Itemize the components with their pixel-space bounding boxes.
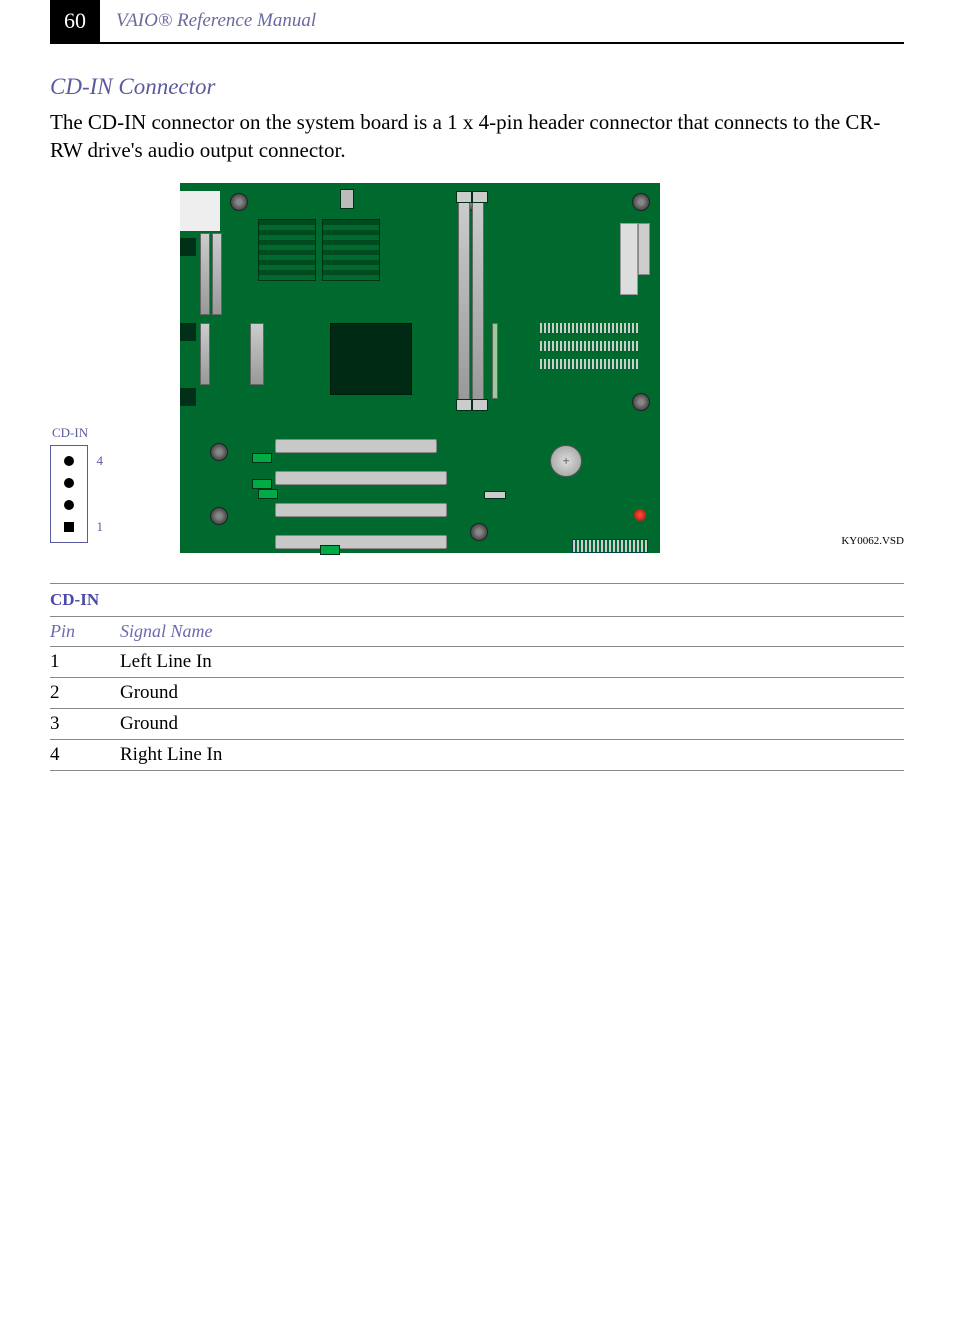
motherboard-diagram: + [180, 183, 660, 553]
dimm-latch [456, 399, 472, 411]
cell-signal: Ground [120, 677, 904, 708]
pin-num-bottom: 1 [97, 519, 104, 535]
dimm-slot [458, 199, 470, 401]
small-connector [250, 323, 264, 385]
section-heading: CD-IN Connector [50, 74, 904, 100]
pin-sq-icon [64, 522, 74, 532]
cell-signal: Left Line In [120, 646, 904, 677]
cpu-socket [330, 323, 412, 395]
cell-pin: 4 [50, 739, 120, 770]
pin-dot-icon [64, 478, 74, 488]
dimm-latch [456, 191, 472, 203]
pin-dot-icon [64, 500, 74, 510]
power-conn [620, 223, 638, 295]
table-title: CD-IN [50, 583, 904, 617]
cdin-label: CD-IN [52, 425, 88, 441]
io-slot [212, 233, 222, 315]
header-pins [540, 359, 640, 369]
pin-diagram: 4 1 [50, 445, 88, 543]
pin-dot-icon [64, 456, 74, 466]
io-port [180, 238, 196, 256]
power-conn [638, 223, 650, 275]
pci-slot [275, 471, 447, 485]
screw-icon [210, 443, 228, 461]
aux-slot [492, 323, 498, 399]
doc-title: VAIO® Reference Manual [100, 0, 332, 42]
header-pins [540, 341, 640, 351]
slot-tab [252, 479, 272, 489]
pci-slot [275, 535, 447, 549]
jumper [484, 491, 506, 499]
diagram-area: CD-IN 4 1 [50, 183, 904, 553]
io-slot [200, 233, 210, 315]
battery-icon: + [550, 445, 582, 477]
pci-slot [275, 439, 437, 453]
cell-pin: 3 [50, 708, 120, 739]
io-slot [200, 323, 210, 385]
cell-signal: Ground [120, 708, 904, 739]
front-panel-header [572, 539, 648, 553]
connector-callout: CD-IN 4 1 [50, 425, 140, 553]
cell-signal: Right Line In [120, 739, 904, 770]
led-icon [634, 509, 646, 521]
ic-chip [322, 219, 380, 281]
pin-num-top: 4 [97, 453, 104, 469]
header-pins [540, 323, 640, 333]
cell-pin: 2 [50, 677, 120, 708]
slot-tab [252, 453, 272, 463]
dimm-latch [472, 399, 488, 411]
ic-chip [258, 219, 316, 281]
col-header-pin: Pin [50, 617, 120, 647]
slot-tab [320, 545, 340, 555]
cell-pin: 1 [50, 646, 120, 677]
col-header-signal: Signal Name [120, 617, 904, 647]
io-port [180, 388, 196, 406]
table-row: 3 Ground [50, 708, 904, 739]
dimm-latch [472, 191, 488, 203]
pinout-table: CD-IN Pin Signal Name 1 Left Line In 2 G… [50, 583, 904, 771]
screw-icon [632, 193, 650, 211]
screw-icon [632, 393, 650, 411]
io-port [180, 323, 196, 341]
screw-icon [230, 193, 248, 211]
screw-icon [210, 507, 228, 525]
table-row: 2 Ground [50, 677, 904, 708]
small-chip [340, 189, 354, 209]
dimm-slot [472, 199, 484, 401]
table-row: 4 Right Line In [50, 739, 904, 770]
pci-slot [275, 503, 447, 517]
figure-code: KY0062.VSD [841, 535, 904, 553]
io-block [180, 191, 220, 231]
page-number: 60 [50, 0, 100, 42]
screw-icon [470, 523, 488, 541]
slot-tab [258, 489, 278, 499]
section-body: The CD-IN connector on the system board … [50, 108, 904, 165]
page-header: 60 VAIO® Reference Manual [50, 0, 904, 44]
table-row: 1 Left Line In [50, 646, 904, 677]
